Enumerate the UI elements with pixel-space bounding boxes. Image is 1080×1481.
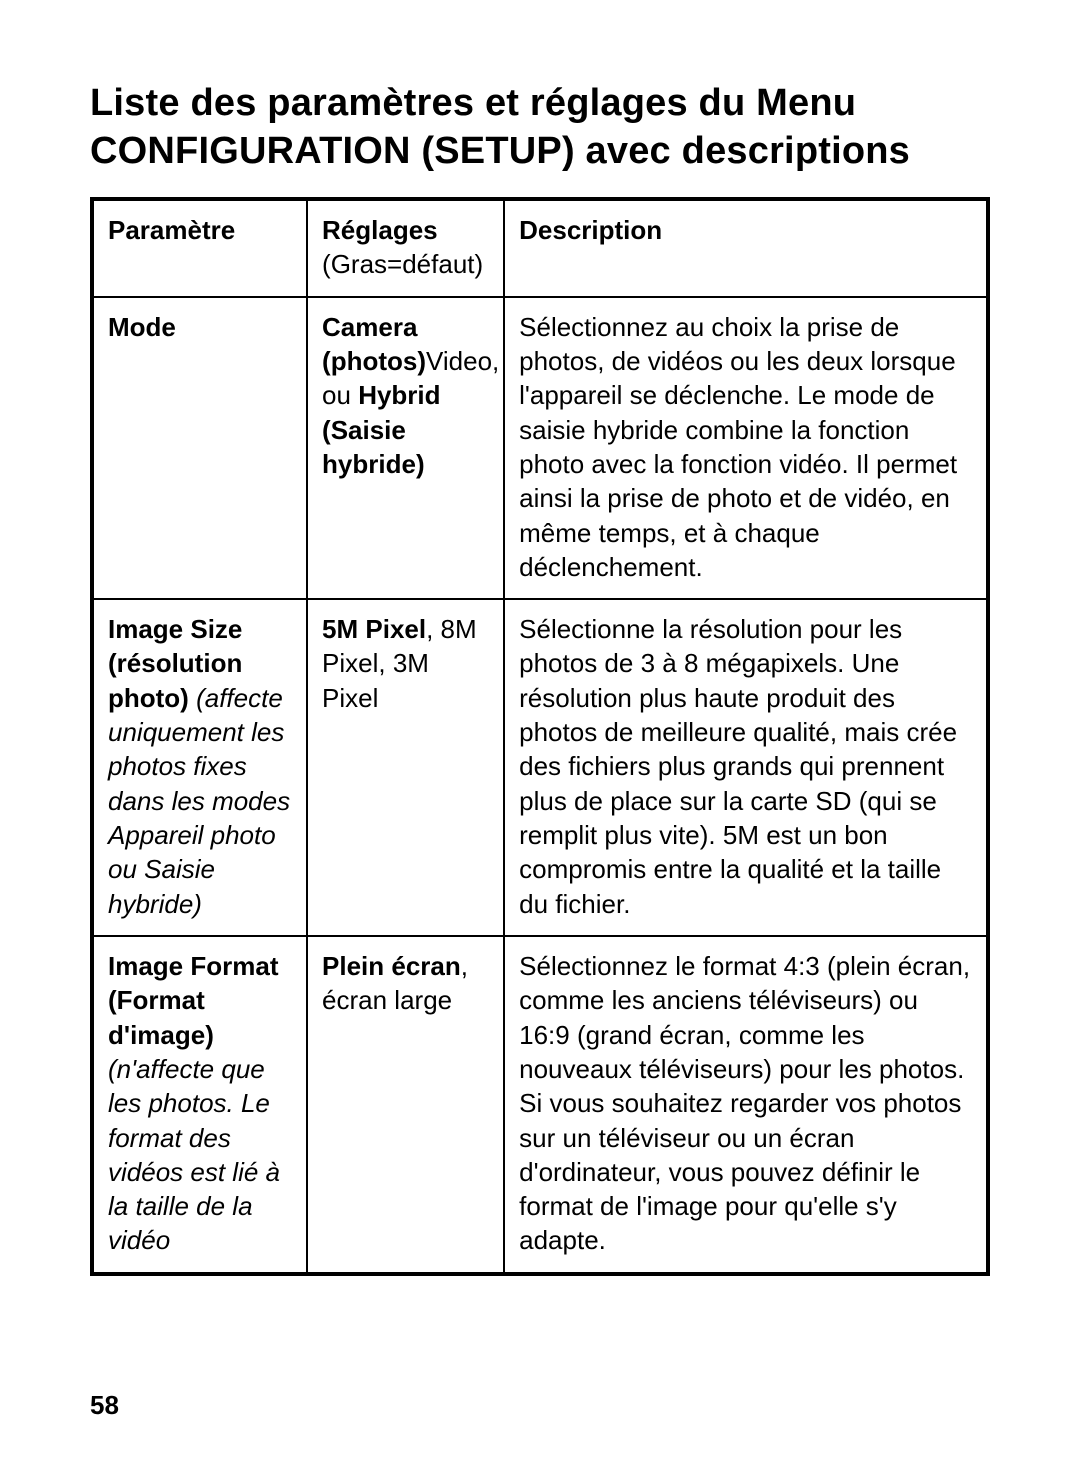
- param-name: Image Format (Format d'image): [108, 951, 279, 1050]
- page-title: Liste des paramètres et réglages du Menu…: [90, 80, 990, 175]
- header-parametre: Paramètre: [92, 199, 307, 297]
- description-cell: Sélectionne la résolution pour les photo…: [504, 599, 988, 936]
- param-cell: Mode: [92, 297, 307, 600]
- header-description: Description: [504, 199, 988, 297]
- table-row: Image Format (Format d'image) (n'affecte…: [92, 936, 988, 1274]
- parameters-table: Paramètre Réglages (Gras=défaut) Descrip…: [90, 197, 990, 1276]
- settings-cell: Plein écran, écran large: [307, 936, 504, 1274]
- param-cell: Image Format (Format d'image) (n'affecte…: [92, 936, 307, 1274]
- title-line-1: Liste des paramètres et réglages du Menu: [90, 82, 856, 124]
- table-body: Mode Camera (photos)Video, ou Hybrid (Sa…: [92, 297, 988, 1274]
- param-note: (affecte uniquement les photos fixes dan…: [108, 683, 290, 919]
- table-row: Mode Camera (photos)Video, ou Hybrid (Sa…: [92, 297, 988, 600]
- param-name: Mode: [108, 312, 176, 342]
- table-header-row: Paramètre Réglages (Gras=défaut) Descrip…: [92, 199, 988, 297]
- page-number: 58: [90, 1390, 119, 1421]
- setting-default: Camera (photos): [322, 312, 426, 376]
- param-note: (n'affecte que les photos. Le format des…: [108, 1054, 280, 1256]
- header-reglages: Réglages (Gras=défaut): [307, 199, 504, 297]
- setting-default: 5M Pixel: [322, 614, 426, 644]
- document-page: Liste des paramètres et réglages du Menu…: [0, 0, 1080, 1481]
- param-cell: Image Size (résolution photo) (affecte u…: [92, 599, 307, 936]
- title-line-2: CONFIGURATION (SETUP) avec descriptions: [90, 130, 910, 172]
- table-row: Image Size (résolution photo) (affecte u…: [92, 599, 988, 936]
- description-cell: Sélectionnez le format 4:3 (plein écran,…: [504, 936, 988, 1274]
- header-reglages-label: Réglages: [322, 215, 438, 245]
- setting-default: Plein écran: [322, 951, 461, 981]
- settings-cell: Camera (photos)Video, ou Hybrid (Saisie …: [307, 297, 504, 600]
- description-cell: Sélectionnez au choix la prise de photos…: [504, 297, 988, 600]
- header-reglages-sub: (Gras=défaut): [322, 247, 489, 281]
- settings-cell: 5M Pixel, 8M Pixel, 3M Pixel: [307, 599, 504, 936]
